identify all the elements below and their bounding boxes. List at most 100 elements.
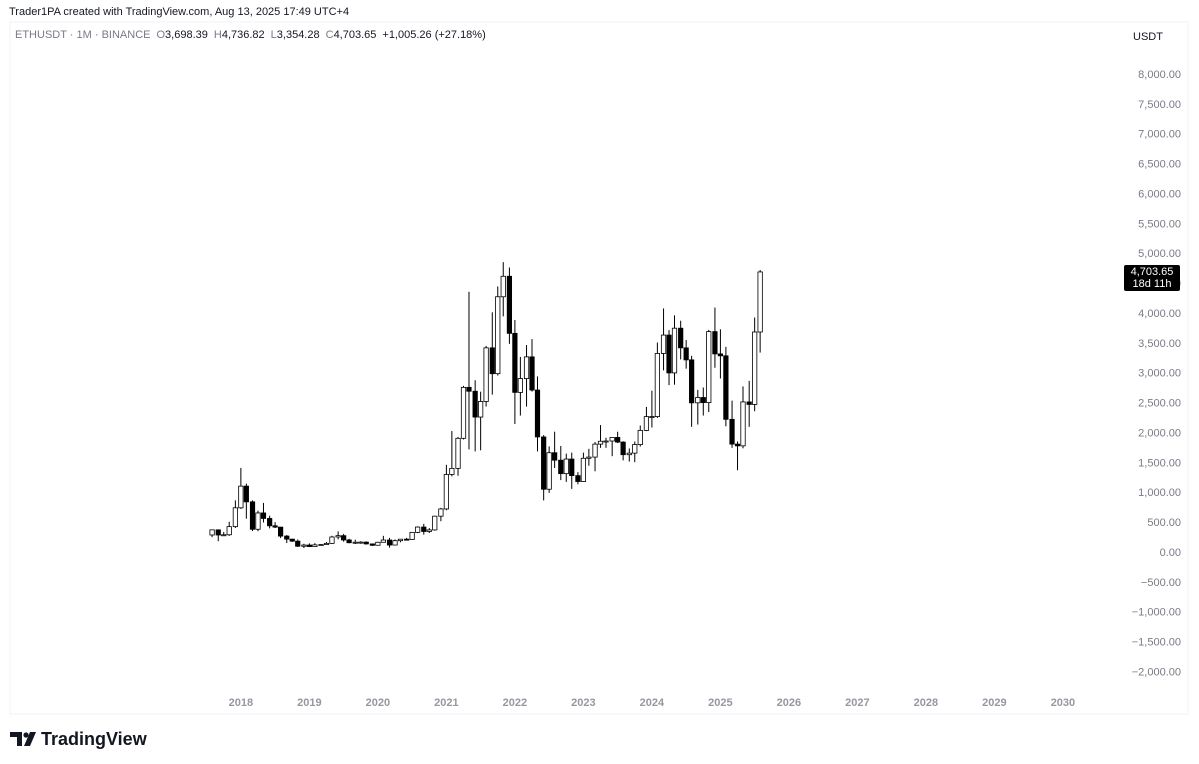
candle-body	[746, 401, 752, 405]
candle-body	[277, 526, 284, 537]
candle-body	[615, 437, 621, 443]
ohlc-key: H	[213, 29, 222, 41]
candle-body	[609, 437, 615, 442]
chart-frame	[9, 21, 1189, 715]
attribution: Trader1PA created with TradingView.com, …	[9, 6, 350, 18]
candle-body	[654, 353, 660, 417]
candle-body	[289, 538, 295, 542]
candle-body	[506, 275, 513, 334]
candle-body	[541, 436, 547, 490]
candle-body	[209, 529, 215, 536]
candle-body	[404, 538, 410, 541]
candle-body	[221, 534, 227, 537]
candle-body	[757, 271, 763, 333]
candle-body	[740, 401, 746, 447]
y-tick-label: −2,000.00	[1132, 666, 1181, 678]
ohlc-key: O	[156, 29, 166, 41]
y-tick-label: 3,500.00	[1138, 338, 1181, 350]
candle-body	[232, 507, 238, 528]
logo-mark	[24, 732, 36, 746]
candle-body	[472, 390, 478, 418]
candle-body	[671, 327, 678, 374]
x-tick-label: 2021	[434, 697, 458, 709]
y-tick-label: −1,500.00	[1132, 637, 1181, 649]
candle-body	[346, 539, 352, 544]
candle-body	[563, 458, 569, 475]
candle-body	[375, 541, 381, 546]
ohlc-legend: ETHUSDT · 1M · BINANCE O3,698.39 H4,736.82…	[15, 29, 486, 41]
price-tag	[1124, 264, 1180, 291]
candle-body	[260, 512, 267, 519]
logo: TradingView	[10, 729, 148, 749]
candle-body	[575, 475, 581, 482]
logo-mark	[10, 732, 22, 746]
candle-body	[267, 518, 273, 527]
candle-body	[369, 543, 375, 546]
y-tick-label: 2,000.00	[1138, 427, 1181, 439]
y-tick-label: 4,000.00	[1138, 308, 1181, 320]
candle-body	[358, 541, 364, 544]
candle-body	[363, 541, 369, 545]
candle-body	[649, 416, 655, 418]
x-tick-label: 2026	[777, 697, 801, 709]
y-tick-label: 0.00	[1160, 547, 1181, 559]
candle-body	[483, 347, 489, 402]
candle-body	[460, 386, 467, 439]
candle-body	[689, 359, 695, 404]
y-tick-label: 500.00	[1147, 517, 1181, 529]
candle-body	[666, 334, 672, 374]
candle-body	[752, 331, 758, 405]
candle-body	[620, 441, 626, 456]
candle-body	[569, 458, 575, 477]
candle-body	[306, 544, 312, 547]
countdown: 18d 11h	[1133, 278, 1172, 290]
candle-body	[323, 542, 330, 545]
x-tick-label: 2020	[366, 697, 390, 709]
candle-body	[335, 535, 341, 538]
candle-body	[626, 452, 632, 456]
y-tick-label: 6,500.00	[1138, 159, 1181, 171]
candle-body	[449, 467, 455, 475]
x-tick-label: 2029	[982, 697, 1006, 709]
candle-body	[438, 508, 444, 517]
y-tick-label: 2,500.00	[1138, 398, 1181, 410]
ohlc-value: 3,354.28	[276, 29, 320, 41]
candle-body	[226, 526, 232, 536]
y-tick-label: 7,000.00	[1138, 129, 1181, 141]
candle-body	[238, 485, 244, 509]
candle-body	[443, 474, 449, 510]
ohlc-value: 3,698.39	[165, 29, 208, 41]
x-tick-label: 2023	[571, 697, 595, 709]
candle-body	[723, 355, 729, 420]
candle-body	[529, 356, 535, 391]
candle-body	[341, 535, 347, 541]
candle-body	[683, 347, 689, 361]
candle-body	[552, 452, 558, 461]
ohlc-key: L	[270, 29, 277, 41]
candle-body	[243, 485, 249, 503]
candle-body	[466, 386, 472, 392]
ohlc-value: 4,736.82	[221, 29, 265, 41]
candle-body	[603, 440, 609, 443]
candle-body	[255, 512, 261, 530]
y-tick-label: 7,500.00	[1138, 99, 1181, 111]
change: +1,005.26 (+27.18%)	[382, 29, 486, 41]
candle-body	[284, 535, 290, 540]
x-tick-label: 2024	[640, 697, 665, 709]
candle-body	[558, 459, 564, 475]
y-tick-label: 5,000.00	[1138, 248, 1181, 260]
price-tag-label: 4,703.65	[1131, 266, 1174, 278]
candle-body	[318, 544, 324, 546]
candle-body	[409, 531, 415, 540]
y-tick-label: −1,000.00	[1132, 607, 1181, 619]
candle-body	[534, 389, 541, 438]
x-tick-label: 2025	[708, 697, 732, 709]
x-tick-label: 2019	[297, 697, 321, 709]
y-tick-label: 8,000.00	[1138, 69, 1181, 81]
x-tick-label: 2018	[229, 697, 253, 709]
candle-body	[523, 356, 530, 379]
candle-body	[717, 353, 724, 357]
candle-body	[637, 429, 643, 445]
candle-body	[512, 332, 518, 393]
